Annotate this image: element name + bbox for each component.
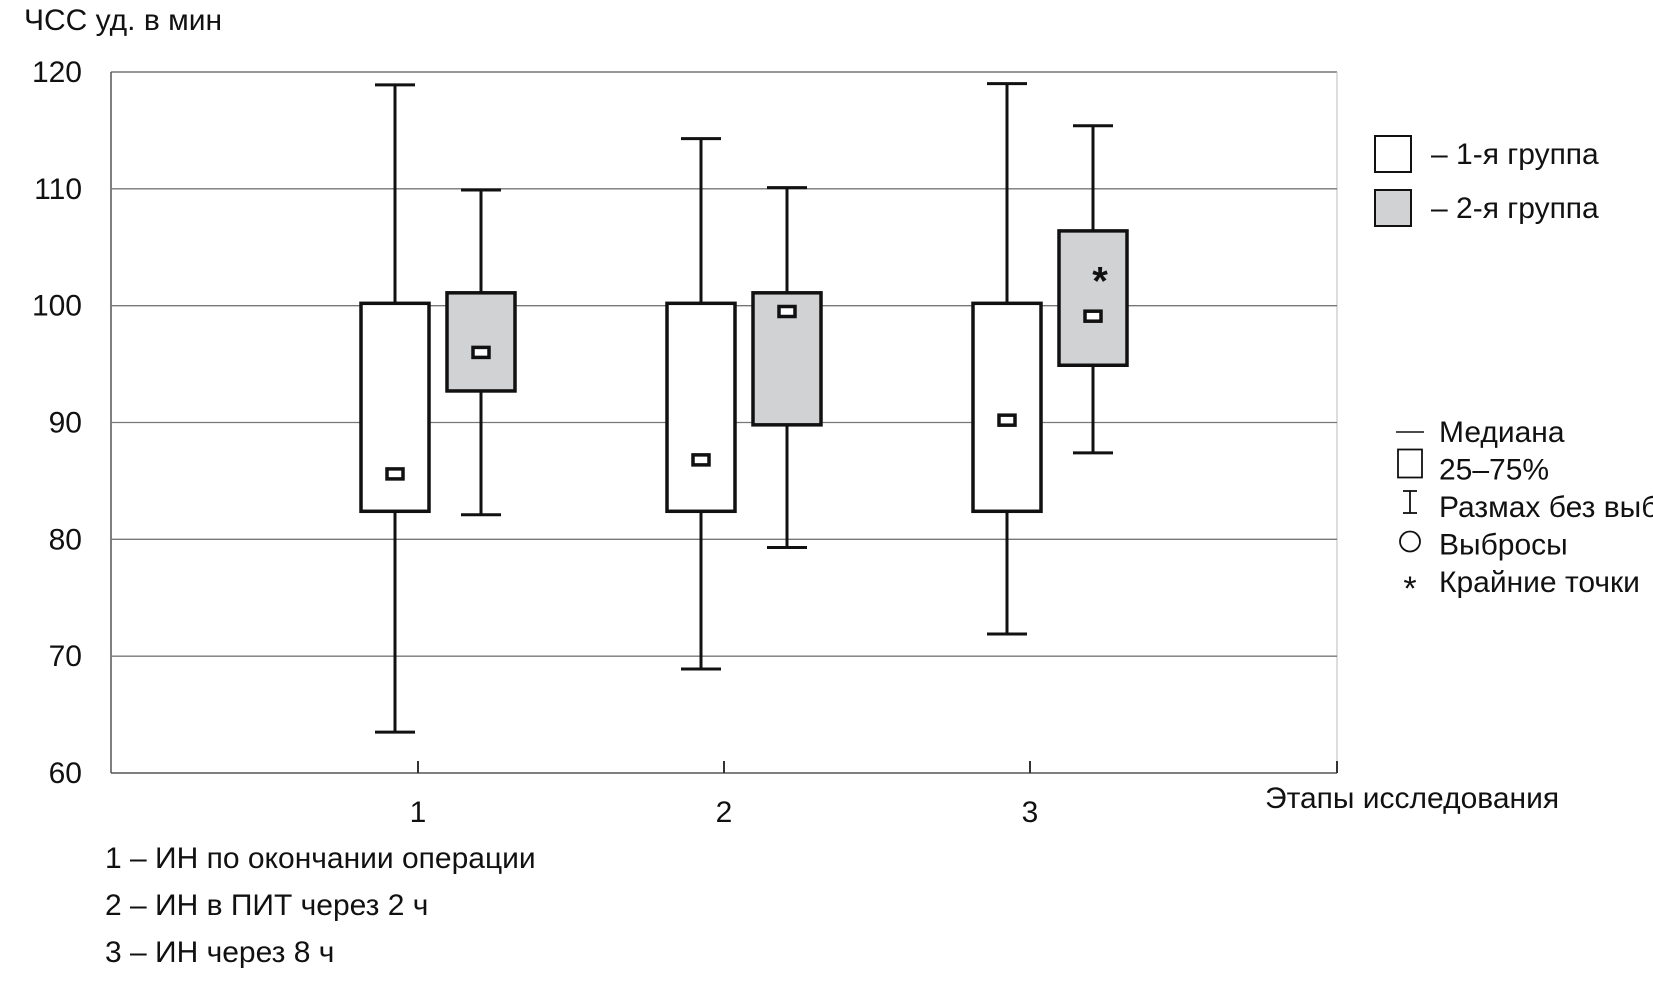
box-group-2-stage-1 [445, 188, 517, 517]
box-iqr [445, 291, 517, 393]
symbol-legend-label: Выбросы [1439, 529, 1568, 562]
outlier-symbol-icon [1399, 530, 1421, 553]
y-tick-label: 80 [49, 523, 82, 556]
x-tick-label: 1 [410, 796, 427, 829]
symbol-legend-label: Крайние точки [1439, 566, 1640, 599]
y-tick-label: 120 [32, 56, 82, 89]
box-iqr [665, 301, 737, 514]
range-symbol-icon [1403, 490, 1417, 514]
median-marker [385, 467, 405, 481]
stage-note: 2 – ИН в ПИТ через 2 ч [105, 889, 428, 922]
symbol-legend-label: Медиана [1439, 416, 1565, 449]
x-tick-label: 2 [716, 796, 733, 829]
box-iqr [1057, 229, 1129, 368]
box-group-2-stage-2 [751, 186, 823, 550]
y-tick-label: 110 [34, 173, 82, 206]
box-group-1-stage-2 [665, 137, 737, 671]
box-group-2-stage-3: * [1057, 124, 1129, 455]
box-group-1-stage-3 [971, 82, 1043, 636]
median-marker [777, 304, 797, 319]
box-group-1-stage-1 [359, 83, 431, 734]
y-tick-label: 70 [49, 640, 82, 673]
y-tick-label: 90 [49, 407, 82, 440]
x-axis-title: Этапы исследования [1265, 782, 1559, 815]
y-tick-label: 100 [32, 290, 82, 323]
median-marker [997, 413, 1017, 427]
extreme-point-marker: * [1092, 260, 1108, 304]
legend-label-group-2: – 2-я группа [1431, 192, 1599, 225]
symbol-legend-label: Размах без выбр. [1439, 491, 1653, 524]
box-iqr [971, 301, 1043, 514]
symbol-legend-label: 25–75% [1439, 454, 1549, 487]
legend-swatch-group-2 [1374, 189, 1412, 227]
box-symbol-icon [1397, 448, 1423, 479]
y-axis-title: ЧСС уд. в мин [24, 4, 222, 37]
y-tick-label: 60 [49, 757, 82, 790]
box-iqr [751, 291, 823, 427]
extreme-symbol-icon: * [1403, 570, 1416, 608]
median-marker [471, 345, 491, 360]
legend-label-group-1: – 1-я группа [1431, 138, 1599, 171]
median-marker [1083, 309, 1103, 323]
stage-note: 3 – ИН через 8 ч [105, 936, 334, 969]
x-tick-label: 3 [1022, 796, 1039, 829]
legend-swatch-group-1 [1374, 135, 1412, 173]
median-marker [691, 453, 711, 467]
stage-note: 1 – ИН по окончании операции [105, 842, 536, 875]
